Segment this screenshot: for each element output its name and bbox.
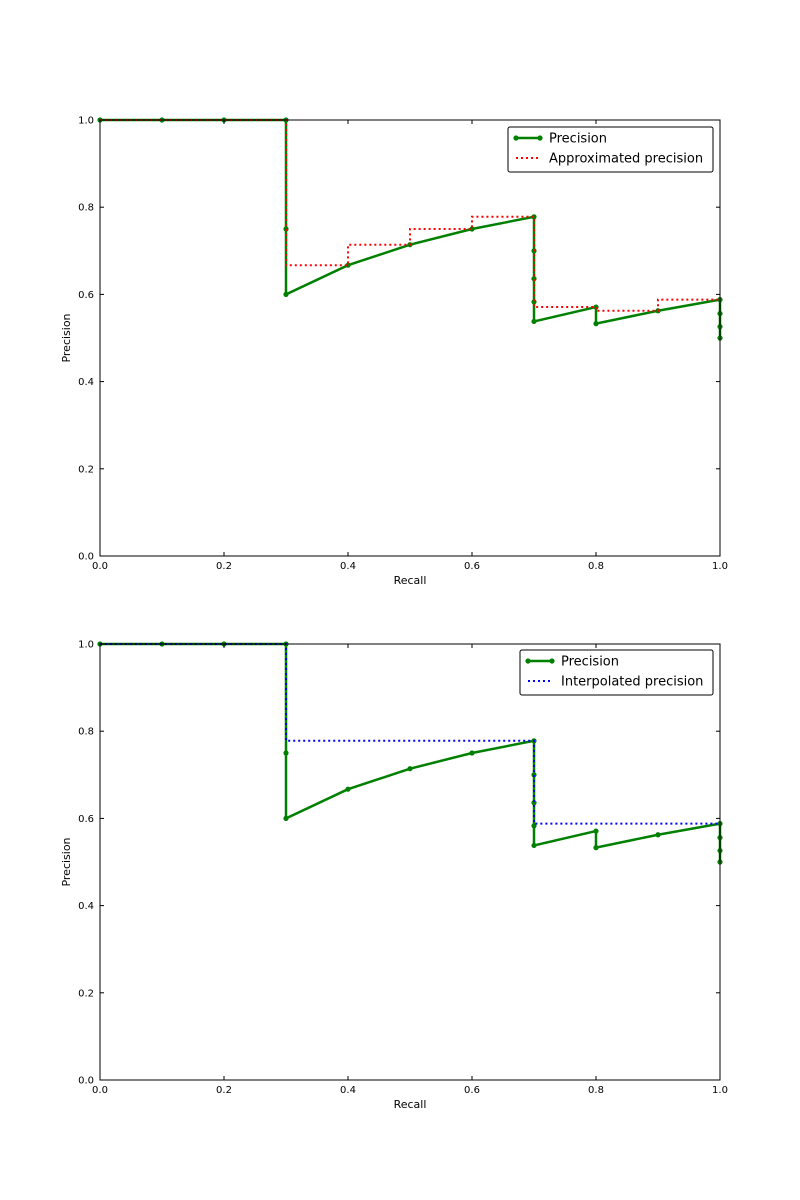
data-point — [531, 772, 537, 778]
data-point — [345, 786, 351, 792]
legend-label-precision: Precision — [561, 655, 619, 670]
data-point — [593, 828, 599, 834]
legend-marker — [525, 658, 531, 664]
x-tick-label: 0.2 — [216, 561, 232, 572]
y-tick-label: 0.0 — [78, 552, 94, 563]
y-tick-label: 0.4 — [78, 901, 94, 912]
y-tick-label: 0.6 — [78, 814, 94, 825]
legend-box — [507, 126, 714, 173]
data-point — [531, 214, 537, 220]
legend-label-interpolated-precision: Interpolated precision — [561, 675, 703, 690]
data-point — [593, 845, 599, 851]
y-tick-label: 0.8 — [78, 727, 94, 738]
data-point — [593, 304, 599, 310]
data-point — [531, 800, 537, 806]
axes-frame — [99, 643, 721, 1081]
x-axis-label: Recall — [394, 1098, 427, 1111]
x-tick-label: 0.8 — [588, 561, 604, 572]
y-tick-label: 0.0 — [78, 1076, 94, 1087]
x-tick-label: 0.2 — [216, 1085, 232, 1096]
legend: Precision Interpolated precision — [519, 649, 714, 696]
legend-box — [519, 649, 714, 696]
x-tick-label: 0.6 — [464, 1085, 480, 1096]
x-tick-label: 0.4 — [340, 561, 356, 572]
top-chart: 0.0 0.2 0.4 0.6 0.8 1.0 0.0 0.2 0.4 0.6 0.8 1.0 Reca… — [60, 116, 728, 588]
x-tick-label: 1.0 — [712, 1085, 728, 1096]
data-point — [283, 291, 289, 297]
axes-frame — [99, 119, 721, 557]
legend-marker — [513, 135, 519, 141]
y-tick-label: 0.2 — [78, 464, 94, 475]
data-point — [531, 276, 537, 282]
x-tick-label: 0.8 — [588, 1085, 604, 1096]
y-axis-label: Precision — [60, 313, 73, 362]
x-tick-label: 1.0 — [712, 561, 728, 572]
x-tick-label: 0.6 — [464, 561, 480, 572]
bottom-chart: 0.0 0.2 0.4 0.6 0.8 1.0 0.0 0.2 0.4 0.6 0.8 1.0 Reca… — [60, 640, 728, 1112]
y-axis-label: Precision — [60, 837, 73, 886]
legend-label-approximated-precision: Approximated precision — [549, 152, 703, 167]
data-point — [531, 823, 537, 829]
y-tick-label: 1.0 — [78, 116, 94, 127]
data-point — [407, 766, 413, 772]
y-tick-label: 1.0 — [78, 640, 94, 651]
legend-label-precision: Precision — [549, 132, 607, 147]
y-tick-label: 0.8 — [78, 203, 94, 214]
x-tick-label: 0.4 — [340, 1085, 356, 1096]
x-tick-label: 0.0 — [92, 1085, 108, 1096]
y-tick-label: 0.4 — [78, 377, 94, 388]
legend-marker — [549, 658, 555, 664]
data-point — [655, 832, 661, 838]
y-tick-label: 0.6 — [78, 290, 94, 301]
legend: Precision Approximated precision — [507, 126, 714, 173]
y-tick-label: 0.2 — [78, 988, 94, 999]
data-point — [469, 750, 475, 756]
data-point — [283, 815, 289, 822]
data-point — [345, 262, 351, 268]
data-point — [531, 299, 537, 305]
data-point — [283, 750, 289, 756]
x-tick-label: 0.0 — [92, 561, 108, 572]
legend-marker — [537, 135, 543, 141]
data-point — [531, 318, 537, 325]
data-point — [593, 321, 599, 327]
data-point — [469, 226, 475, 232]
x-axis-label: Recall — [394, 574, 427, 587]
data-point — [531, 842, 537, 849]
